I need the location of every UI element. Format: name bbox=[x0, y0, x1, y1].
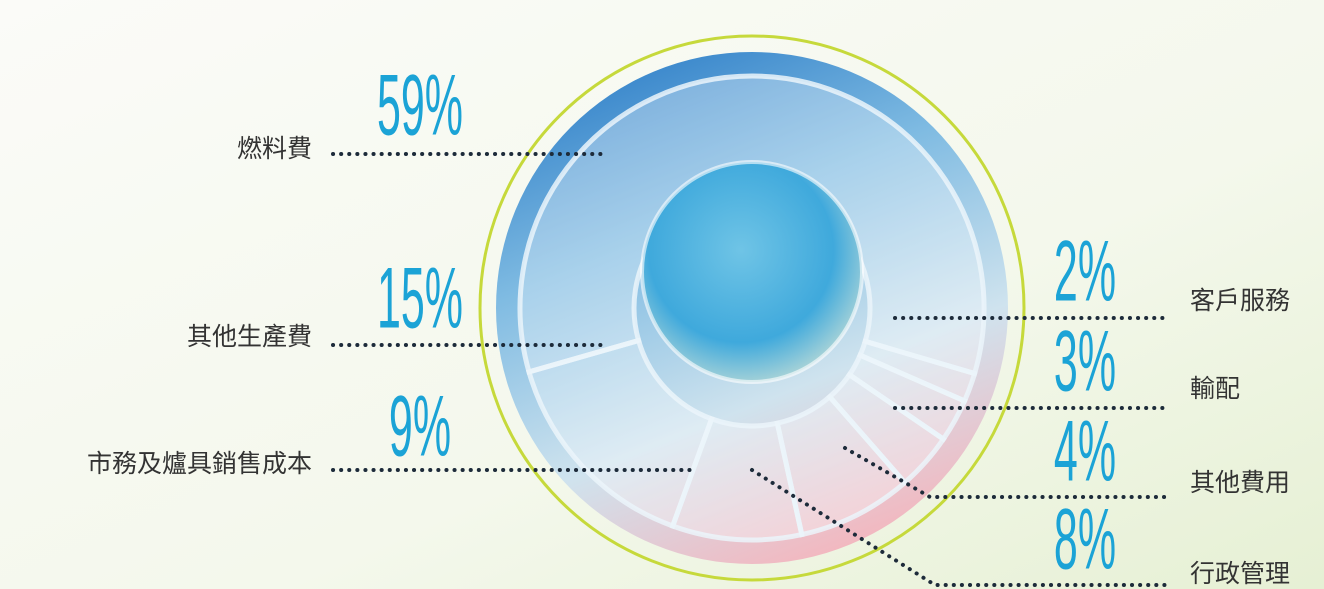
value-label: 8% bbox=[1054, 492, 1116, 588]
category-label: 其他生產費 bbox=[187, 322, 312, 351]
category-label: 輸配 bbox=[1190, 374, 1240, 403]
center-disk bbox=[640, 160, 864, 384]
value-label: 3% bbox=[1054, 314, 1116, 410]
value-label: 9% bbox=[389, 379, 451, 475]
value-label: 59% bbox=[377, 58, 463, 154]
value-label: 2% bbox=[1054, 224, 1116, 320]
pie-segment bbox=[525, 337, 715, 530]
pie-segment bbox=[669, 415, 805, 543]
category-label: 客戶服務 bbox=[1190, 286, 1290, 315]
category-label: 其他費用 bbox=[1190, 468, 1290, 497]
category-label: 市務及爐具銷售成本 bbox=[87, 449, 312, 478]
category-label: 行政管理 bbox=[1190, 559, 1290, 588]
leader-line bbox=[750, 468, 1172, 587]
pie-segment bbox=[774, 393, 909, 538]
value-label: 4% bbox=[1054, 404, 1116, 500]
category-label: 燃料費 bbox=[237, 134, 312, 163]
outer-ring bbox=[478, 34, 1026, 582]
leader-line bbox=[843, 446, 1172, 499]
value-label: 15% bbox=[377, 251, 463, 347]
